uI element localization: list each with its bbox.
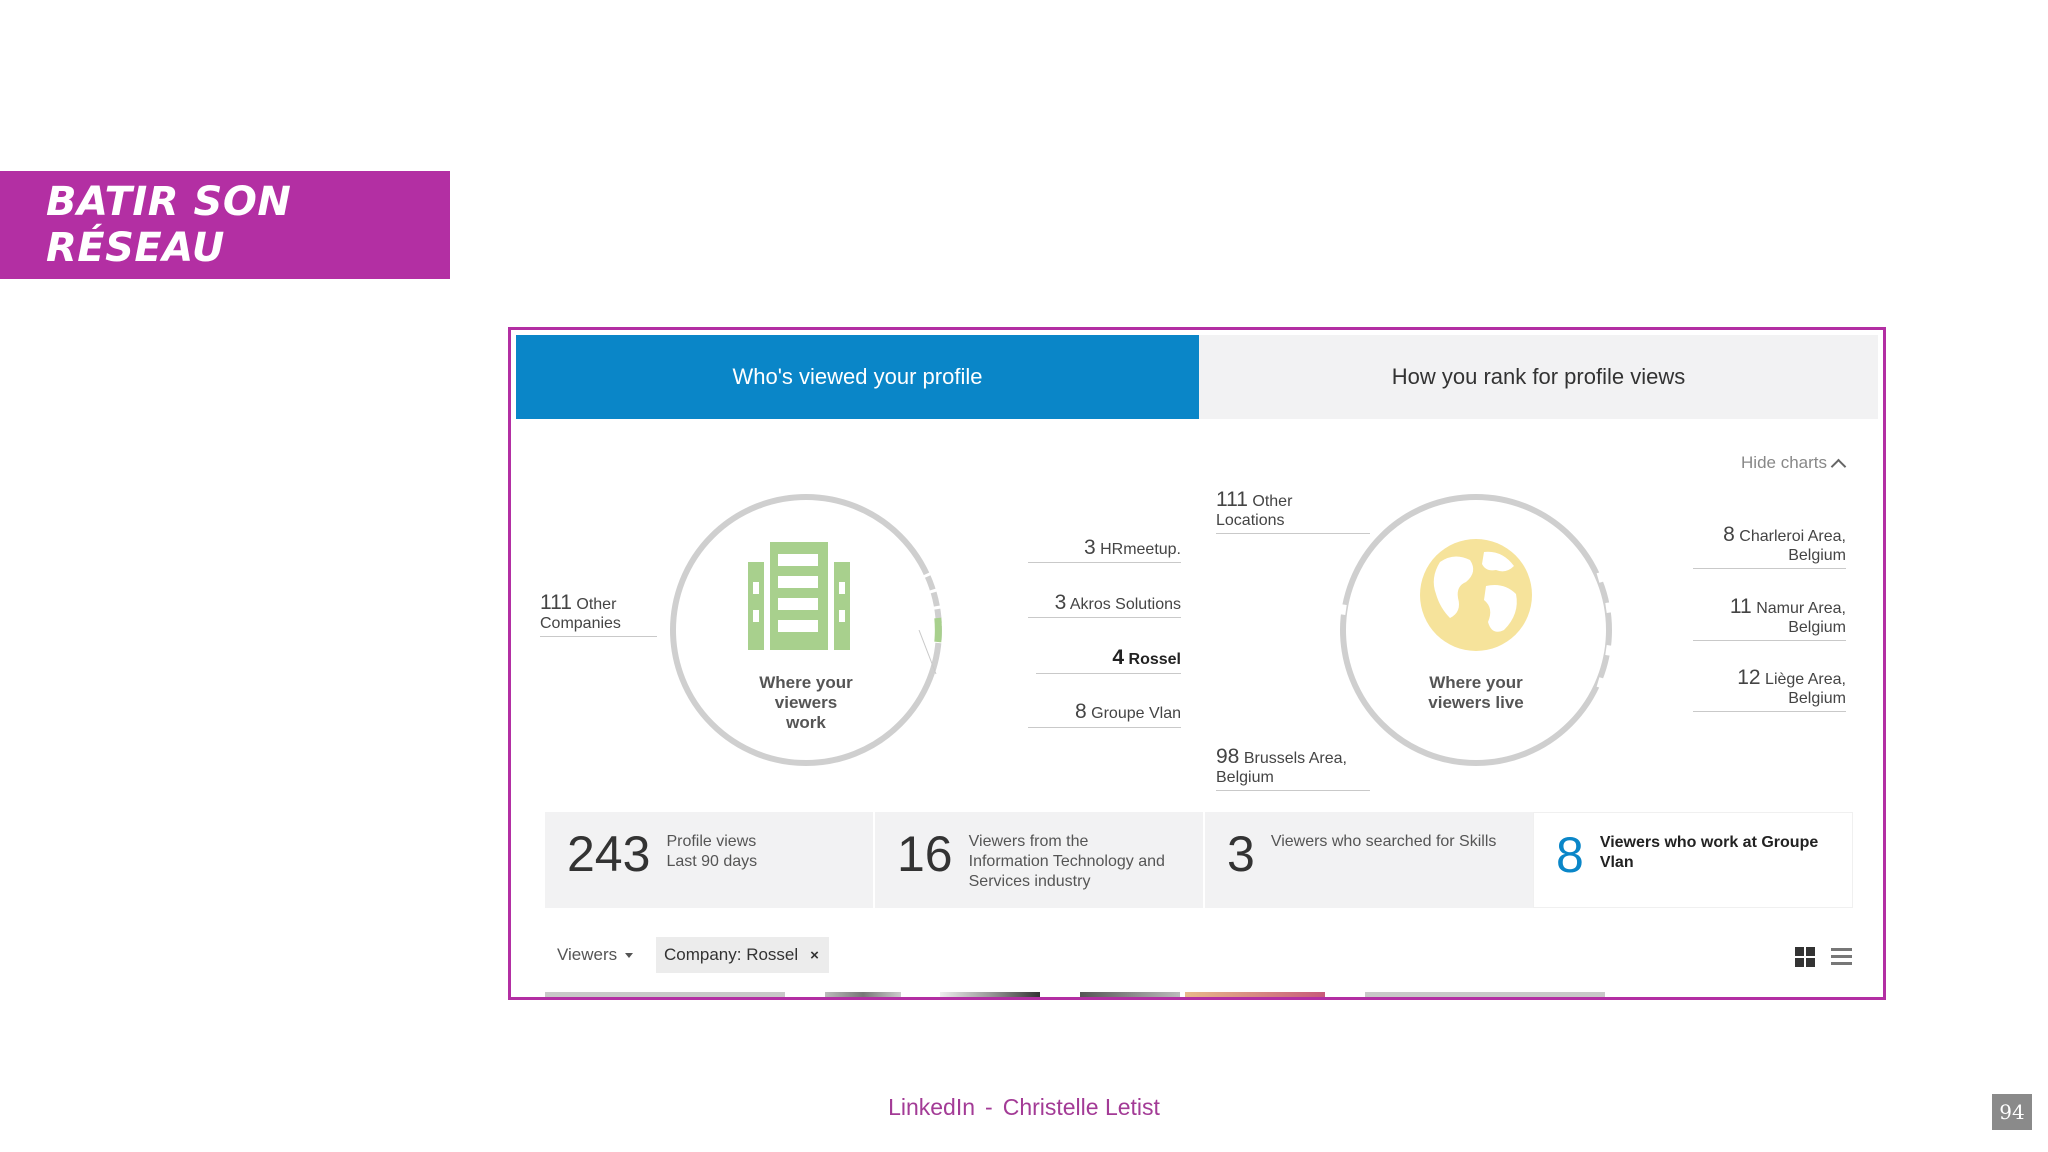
profile-views-panel: Who's viewed your profile How you rank f… bbox=[516, 335, 1878, 997]
viewer-thumbnail[interactable] bbox=[1080, 992, 1180, 997]
slide-footer: LinkedIn - Christelle Letist bbox=[0, 1094, 2048, 1121]
stat-value: 243 bbox=[567, 826, 651, 882]
viewer-thumbnail[interactable] bbox=[825, 992, 901, 997]
divider bbox=[1693, 640, 1846, 641]
company-item-akros[interactable]: 3 Akros Solutions bbox=[1054, 591, 1181, 614]
footer-separator: - bbox=[985, 1094, 993, 1120]
donut-ring bbox=[1340, 494, 1612, 766]
company-item-rossel[interactable]: 4 Rossel bbox=[1112, 646, 1181, 669]
viewer-thumbnails bbox=[545, 992, 1853, 997]
viewer-thumbnail[interactable] bbox=[1185, 992, 1325, 997]
work-donut-chart bbox=[669, 493, 943, 767]
list-view-icon[interactable] bbox=[1831, 948, 1852, 966]
company-item-hrmeetup[interactable]: 3 HRmeetup. bbox=[1083, 536, 1181, 559]
donut-segment-gaps bbox=[1336, 569, 1616, 691]
stat-profile-views[interactable]: 243 Profile views Last 90 days bbox=[545, 812, 873, 908]
tab-bar: Who's viewed your profile How you rank f… bbox=[516, 335, 1878, 419]
hide-charts-button[interactable]: Hide charts bbox=[1741, 453, 1847, 474]
divider bbox=[1036, 673, 1181, 674]
grid-view-icon[interactable] bbox=[1795, 947, 1815, 967]
close-icon[interactable]: × bbox=[810, 946, 819, 964]
stat-description: Viewers who work at Groupe Vlan bbox=[1599, 834, 1819, 871]
brussels-area-label[interactable]: 98 Brussels Area, Belgium bbox=[1216, 745, 1347, 786]
stat-value: 3 bbox=[1227, 826, 1255, 882]
filter-row: Viewers Company: Rossel × bbox=[545, 935, 1853, 975]
page-number: 94 bbox=[1992, 1094, 2032, 1130]
tab-how-you-rank[interactable]: How you rank for profile views bbox=[1199, 335, 1878, 419]
stat-description: Profile views Last 90 days bbox=[666, 833, 758, 870]
slide-title: BATIR SON RÉSEAU bbox=[46, 179, 292, 271]
viewer-thumbnail[interactable] bbox=[545, 992, 785, 997]
divider bbox=[1216, 790, 1370, 791]
footer-text: LinkedIn bbox=[888, 1094, 976, 1120]
viewers-dropdown-label: Viewers bbox=[557, 945, 618, 964]
work-chart-center-label: Where your viewers work bbox=[759, 673, 853, 732]
viewers-dropdown[interactable]: Viewers bbox=[557, 945, 634, 965]
company-item-groupe-vlan[interactable]: 8 Groupe Vlan bbox=[1075, 700, 1181, 723]
stat-value: 16 bbox=[897, 826, 953, 882]
filter-chip-label: Company: Rossel bbox=[664, 945, 799, 964]
other-locations-label: 111 Other Locations bbox=[1216, 488, 1293, 529]
divider bbox=[1028, 617, 1181, 618]
stat-company-viewers[interactable]: 8 Viewers who work at Groupe Vlan bbox=[1533, 812, 1853, 908]
footer-author: Christelle Letist bbox=[1002, 1094, 1160, 1120]
location-item-liege[interactable]: 12 Liège Area, Belgium bbox=[1737, 666, 1846, 707]
slide-title-banner: BATIR SON RÉSEAU bbox=[0, 171, 450, 279]
chevron-up-icon bbox=[1830, 458, 1847, 474]
divider bbox=[1028, 562, 1181, 563]
location-donut-chart bbox=[1336, 494, 1616, 766]
location-item-charleroi[interactable]: 8 Charleroi Area, Belgium bbox=[1723, 523, 1846, 564]
viewer-thumbnail[interactable] bbox=[1365, 992, 1605, 997]
divider bbox=[1693, 711, 1846, 712]
location-item-namur[interactable]: 11 Namur Area, Belgium bbox=[1729, 595, 1846, 636]
linkedin-screenshot: Who's viewed your profile How you rank f… bbox=[508, 327, 1886, 1000]
rossel-connector-line bbox=[918, 630, 937, 675]
donut-segment-rossel bbox=[934, 617, 942, 643]
divider bbox=[540, 636, 657, 637]
divider bbox=[1693, 568, 1846, 569]
stat-description: Viewers from the Information Technology a… bbox=[968, 833, 1165, 890]
stats-bar: 243 Profile views Last 90 days 16 Viewers… bbox=[545, 812, 1853, 908]
stat-value: 8 bbox=[1556, 827, 1584, 883]
other-companies-label: 111 Other Companies bbox=[540, 591, 621, 632]
building-icon bbox=[748, 542, 850, 650]
location-chart-center-label: Where your viewers live bbox=[1428, 673, 1524, 712]
caret-down-icon bbox=[625, 952, 634, 958]
viewer-thumbnail[interactable] bbox=[940, 992, 1040, 997]
globe-icon bbox=[1420, 539, 1532, 651]
divider bbox=[1028, 727, 1181, 728]
hide-charts-label: Hide charts bbox=[1741, 453, 1827, 472]
stat-skills-searches[interactable]: 3 Viewers who searched for Skills bbox=[1205, 812, 1533, 908]
stat-description: Viewers who searched for Skills bbox=[1270, 833, 1497, 850]
stat-industry-viewers[interactable]: 16 Viewers from the Information Technolog… bbox=[875, 812, 1203, 908]
tab-whos-viewed[interactable]: Who's viewed your profile bbox=[516, 335, 1199, 419]
company-filter-chip: Company: Rossel × bbox=[656, 937, 829, 973]
divider bbox=[1216, 533, 1370, 534]
